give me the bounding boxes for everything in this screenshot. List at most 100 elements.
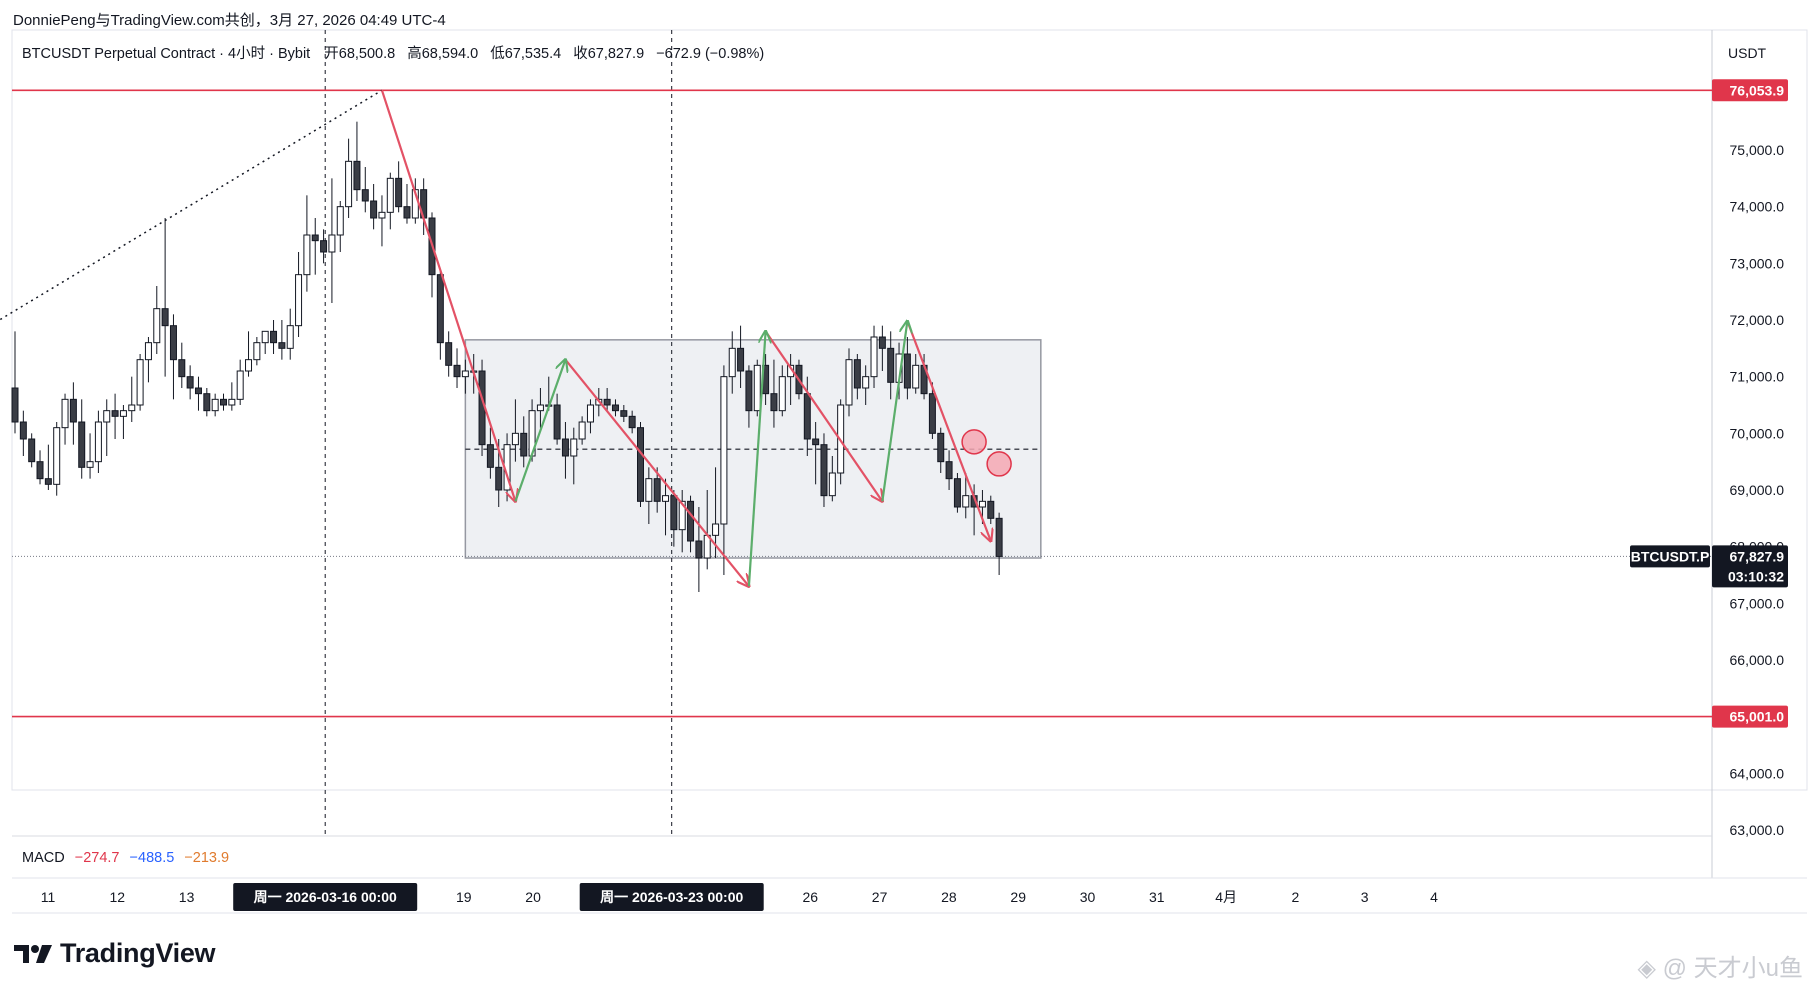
tradingview-logo-icon [14, 944, 52, 963]
candle-body [286, 325, 294, 349]
candle-body [586, 404, 594, 423]
currency-button-bg [1713, 38, 1773, 66]
candle-body [303, 234, 311, 276]
time-tick-label: 4月 [1215, 889, 1237, 905]
candle-body [311, 234, 319, 242]
price-tick-label: 74,000.0 [1730, 199, 1785, 215]
candle-body [912, 364, 920, 389]
down-move-arrow [906, 320, 990, 541]
legend-high: 68,594.0 [422, 46, 478, 62]
candle-body [169, 325, 177, 361]
symbol-tag-bg [1630, 545, 1710, 568]
move-arrows [380, 89, 1012, 586]
candle-body [945, 461, 953, 480]
time-tick-label: 2 [1292, 889, 1300, 905]
candle-body [511, 432, 519, 446]
chart-header: DonniePeng与TradingView.com共创，3月 27, 2026… [13, 12, 446, 29]
macd-legend: MACD −274.7 −488.5 −213.9 [22, 850, 229, 866]
candle-body [887, 347, 895, 383]
down-move-arrow [380, 89, 515, 501]
candle-body [253, 342, 261, 361]
candle-body [995, 517, 1003, 557]
candle-body [778, 376, 786, 412]
candle-body [270, 330, 278, 344]
time-tick-label: 30 [1080, 889, 1096, 905]
macd-value-1: −274.7 [75, 850, 120, 866]
candle-body [236, 370, 244, 400]
candle-body [19, 421, 27, 440]
candle-body [536, 404, 544, 412]
support-price-badge [1712, 705, 1788, 728]
currency-button[interactable]: USDT [1728, 45, 1767, 61]
candle-body [445, 342, 453, 366]
resistance-price-label: 76,053.9 [1730, 82, 1785, 98]
candle-body [870, 336, 878, 378]
candle-body [978, 500, 986, 508]
candle-body [670, 495, 678, 531]
legend-change: −672.9 (−0.98%) [656, 46, 764, 62]
candle-body [395, 177, 403, 208]
candle-body [178, 359, 186, 378]
candle-body [136, 359, 144, 406]
legend-low-label: 低 [490, 45, 505, 62]
candle-body [712, 523, 720, 536]
candle-body [336, 206, 344, 236]
candle-body [245, 359, 253, 372]
candle-body [403, 206, 411, 219]
candle-body [628, 415, 636, 429]
candle-body [94, 421, 102, 463]
time-tick-label: 29 [1010, 889, 1026, 905]
candle-body [620, 410, 628, 417]
candle-body [228, 398, 236, 406]
candle-body [44, 478, 52, 485]
candles [11, 121, 1003, 592]
tradingview-wordmark: TradingView [60, 938, 216, 968]
time-tick-label: 31 [1149, 889, 1165, 905]
time-tick-label: 3 [1361, 889, 1369, 905]
price-tick-label: 73,000.0 [1730, 255, 1785, 271]
legend-low: 67,535.4 [505, 46, 561, 62]
candle-body [903, 353, 911, 389]
candle-body [853, 359, 861, 389]
time-highlight-bg [579, 883, 764, 911]
macd-label: MACD [22, 850, 65, 866]
candle-body [962, 495, 970, 508]
candle-body [220, 398, 227, 406]
marker-circle [986, 451, 1012, 477]
candle-body [153, 308, 161, 344]
candle-body [53, 427, 61, 485]
candle-body [637, 427, 644, 502]
legend-line: BTCUSDT Perpetual Contract · 4小时 · Bybit… [22, 45, 764, 62]
candle-body [561, 438, 569, 457]
candle-body [119, 410, 127, 417]
price-tick-label: 71,000.0 [1730, 369, 1785, 385]
price-tick-label: 64,000.0 [1730, 765, 1785, 781]
macd-value-2: −488.5 [130, 850, 175, 866]
candle-body [370, 200, 378, 219]
candle-body [61, 398, 69, 429]
candle-body [603, 398, 611, 406]
candle-body [687, 500, 695, 542]
candle-body [820, 444, 828, 497]
candle-body [845, 359, 853, 406]
candle-body [345, 160, 353, 208]
time-highlight-label: 周一 2026-03-16 00:00 [254, 889, 397, 905]
time-tick-label: 4 [1430, 889, 1438, 905]
symbol-tag: BTCUSDT.P [1631, 548, 1710, 564]
candle-body [570, 438, 578, 457]
candle-body [278, 342, 286, 349]
candle-body [737, 347, 745, 372]
time-tick-label: 11 [41, 889, 56, 905]
legend-high-label: 高 [407, 45, 422, 62]
candle-body [361, 189, 369, 202]
candle-body [161, 308, 169, 327]
legend-close-label: 收 [573, 45, 588, 62]
candle-body [320, 240, 328, 253]
candle-body [495, 466, 503, 491]
price-tick-label: 63,000.0 [1730, 822, 1785, 838]
candle-body [678, 500, 686, 531]
candle-body [186, 376, 194, 389]
candle-body [436, 274, 444, 344]
price-axis: 63,000.064,000.065,000.066,000.067,000.0… [1630, 79, 1788, 838]
